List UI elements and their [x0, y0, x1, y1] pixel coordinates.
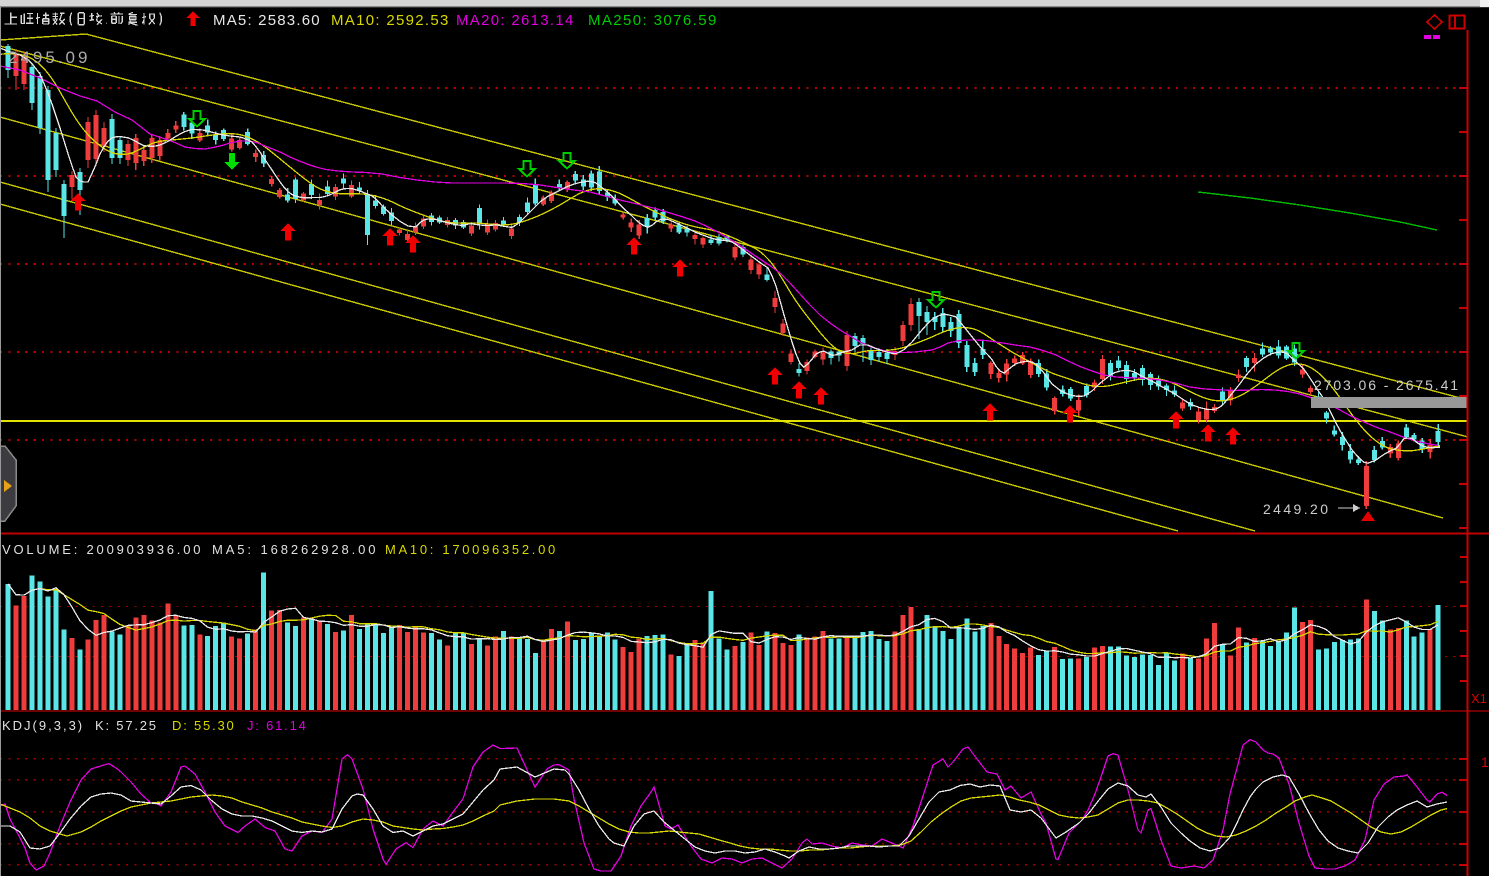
svg-text:MA5: 168262928.00: MA5: 168262928.00 — [212, 542, 378, 557]
svg-text:MA5: 2583.60: MA5: 2583.60 — [213, 12, 321, 29]
svg-text:X1: X1 — [1471, 691, 1487, 706]
svg-text:KDJ(9,3,3): KDJ(9,3,3) — [2, 718, 84, 733]
svg-text:2449.20: 2449.20 — [1263, 501, 1330, 517]
svg-text:MA10: 170096352.00: MA10: 170096352.00 — [385, 542, 558, 557]
svg-text:J: 61.14: J: 61.14 — [247, 718, 308, 733]
svg-text:VOLUME: 200903936.00: VOLUME: 200903936.00 — [2, 542, 203, 557]
svg-text:MA250: 3076.59: MA250: 3076.59 — [588, 12, 718, 29]
svg-text:K: 57.25: K: 57.25 — [95, 718, 158, 733]
svg-text:D: 55.30: D: 55.30 — [172, 718, 236, 733]
svg-text:1: 1 — [1481, 754, 1489, 770]
svg-text:MA10: 2592.53: MA10: 2592.53 — [331, 12, 450, 29]
svg-text:2495.09: 2495.09 — [8, 48, 90, 67]
svg-text:MA20: 2613.14: MA20: 2613.14 — [456, 12, 575, 29]
svg-text:2703.06 - 2675.41: 2703.06 - 2675.41 — [1314, 377, 1460, 393]
